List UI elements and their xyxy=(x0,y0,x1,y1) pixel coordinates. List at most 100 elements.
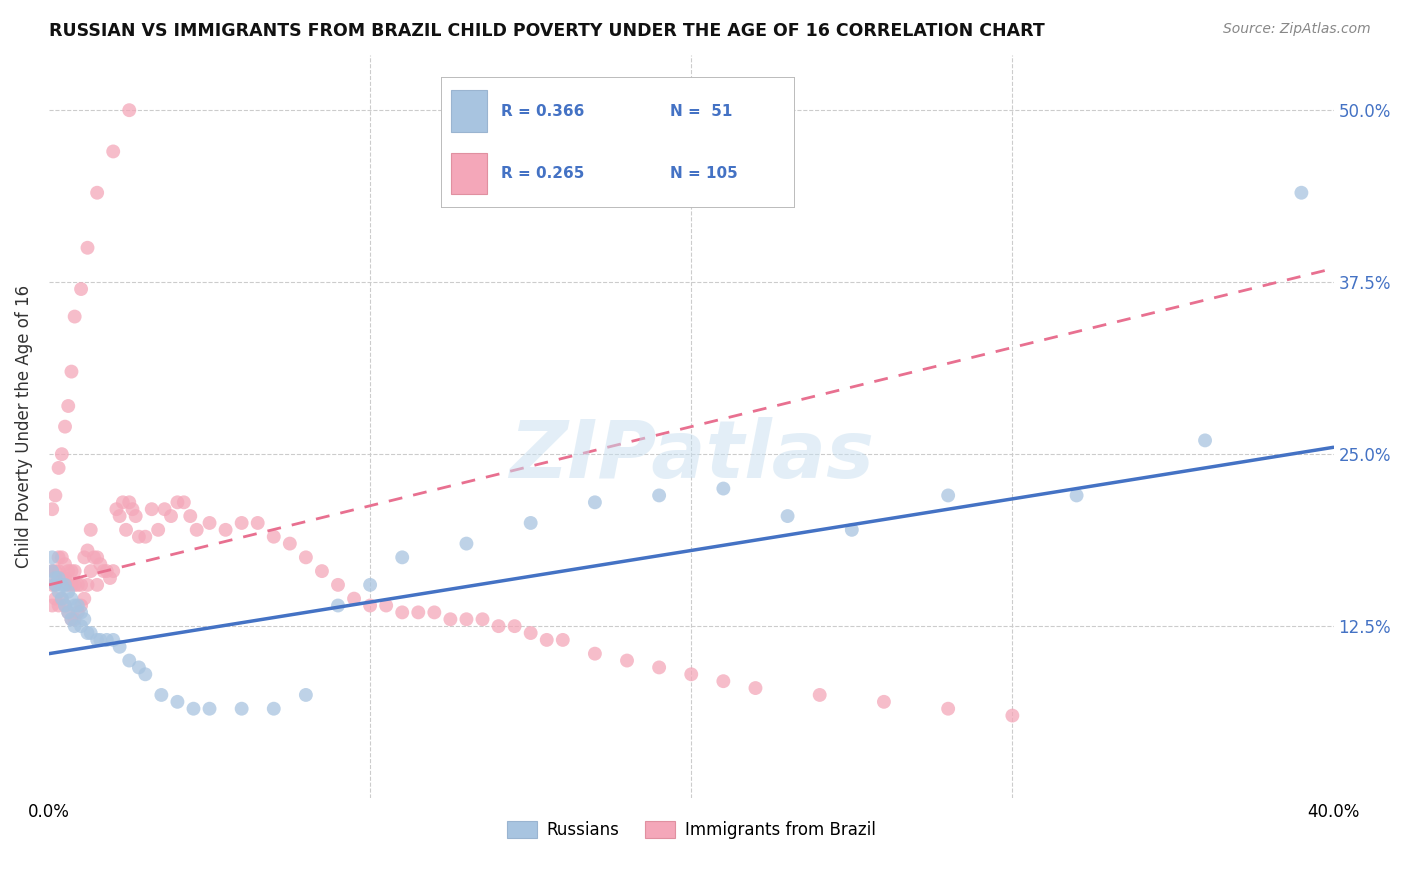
Point xyxy=(44,571,66,585)
Point xyxy=(48,550,70,565)
Point xyxy=(76,626,98,640)
Point xyxy=(60,578,83,592)
Point xyxy=(93,564,115,578)
Point xyxy=(1066,488,1088,502)
Point xyxy=(70,599,93,613)
Point xyxy=(51,591,73,606)
Point xyxy=(44,488,66,502)
Point xyxy=(53,578,76,592)
Point xyxy=(58,578,80,592)
Point xyxy=(76,241,98,255)
Point xyxy=(246,516,269,530)
Point xyxy=(73,591,96,606)
Point xyxy=(873,695,896,709)
Point xyxy=(311,564,333,578)
Point xyxy=(456,612,478,626)
Point xyxy=(263,702,285,716)
Point xyxy=(456,536,478,550)
Point xyxy=(115,523,138,537)
Point xyxy=(63,310,86,324)
Point xyxy=(406,606,429,620)
Point xyxy=(583,647,606,661)
Point xyxy=(89,558,111,572)
Point xyxy=(41,550,63,565)
Point xyxy=(134,530,156,544)
Point xyxy=(326,599,349,613)
Point xyxy=(60,591,83,606)
Point xyxy=(391,606,413,620)
Point xyxy=(648,488,671,502)
Point xyxy=(53,419,76,434)
Point xyxy=(76,578,98,592)
Point xyxy=(66,578,89,592)
Point xyxy=(60,612,83,626)
Point xyxy=(214,523,236,537)
Point xyxy=(616,654,638,668)
Text: ZIPatlas: ZIPatlas xyxy=(509,417,873,495)
Point xyxy=(295,688,318,702)
Point xyxy=(103,145,125,159)
Point xyxy=(128,660,150,674)
Point xyxy=(63,578,86,592)
Point xyxy=(744,681,766,695)
Point xyxy=(58,399,80,413)
Point xyxy=(41,502,63,516)
Point xyxy=(118,103,141,118)
Point xyxy=(519,516,541,530)
Point xyxy=(278,536,301,550)
Text: RUSSIAN VS IMMIGRANTS FROM BRAZIL CHILD POVERTY UNDER THE AGE OF 16 CORRELATION : RUSSIAN VS IMMIGRANTS FROM BRAZIL CHILD … xyxy=(49,22,1045,40)
Point xyxy=(519,626,541,640)
Point xyxy=(141,502,163,516)
Point xyxy=(70,282,93,296)
Point xyxy=(150,688,173,702)
Point xyxy=(70,606,93,620)
Point xyxy=(44,564,66,578)
Point xyxy=(776,509,799,524)
Point xyxy=(231,702,253,716)
Point xyxy=(86,186,108,200)
Point xyxy=(166,495,188,509)
Point xyxy=(41,578,63,592)
Point xyxy=(86,632,108,647)
Point xyxy=(121,502,143,516)
Point xyxy=(41,564,63,578)
Point xyxy=(179,509,201,524)
Point xyxy=(48,461,70,475)
Point xyxy=(58,606,80,620)
Text: Source: ZipAtlas.com: Source: ZipAtlas.com xyxy=(1223,22,1371,37)
Point xyxy=(583,495,606,509)
Point xyxy=(183,702,205,716)
Point xyxy=(41,564,63,578)
Point xyxy=(166,695,188,709)
Point xyxy=(58,606,80,620)
Point xyxy=(1001,708,1024,723)
Point xyxy=(60,365,83,379)
Point xyxy=(711,674,734,689)
Point xyxy=(471,612,494,626)
Point xyxy=(53,558,76,572)
Point xyxy=(44,578,66,592)
Point xyxy=(89,632,111,647)
Point xyxy=(1291,186,1313,200)
Point xyxy=(186,523,208,537)
Point xyxy=(295,550,318,565)
Point xyxy=(63,612,86,626)
Point xyxy=(80,626,103,640)
Point xyxy=(111,495,134,509)
Point xyxy=(53,599,76,613)
Point xyxy=(86,578,108,592)
Point xyxy=(60,612,83,626)
Point xyxy=(359,578,381,592)
Point xyxy=(343,591,366,606)
Point xyxy=(44,591,66,606)
Point xyxy=(423,606,446,620)
Point xyxy=(48,584,70,599)
Point xyxy=(63,564,86,578)
Point xyxy=(551,632,574,647)
Point xyxy=(63,599,86,613)
Point xyxy=(66,599,89,613)
Point xyxy=(86,550,108,565)
Point xyxy=(681,667,703,681)
Legend: Russians, Immigrants from Brazil: Russians, Immigrants from Brazil xyxy=(501,814,883,846)
Point xyxy=(1194,434,1216,448)
